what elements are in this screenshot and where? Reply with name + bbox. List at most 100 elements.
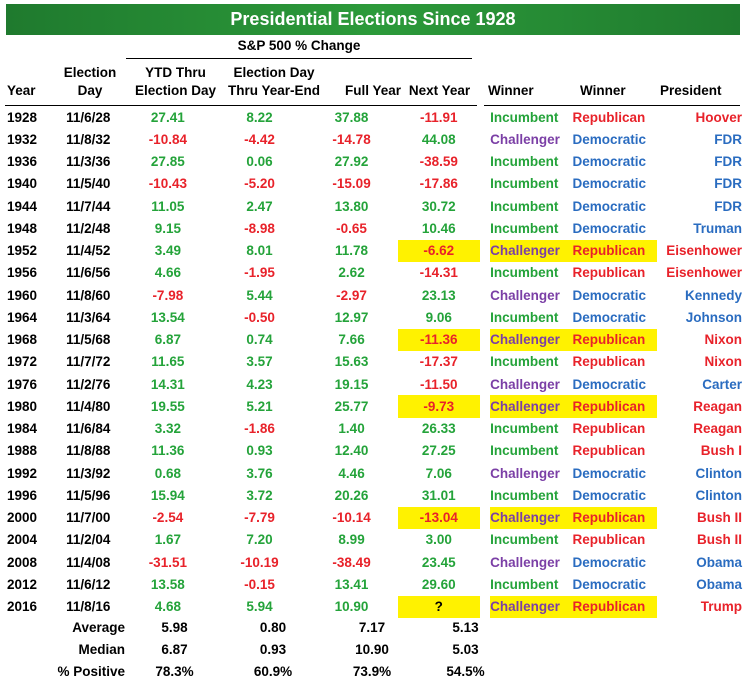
president-cell: Eisenhower	[666, 265, 742, 281]
table-row: 1964 11/3/64 13.54 -0.50 12.97 9.06 Incumbent D…	[5, 306, 744, 328]
next-year-cell: 7.06	[425, 465, 452, 481]
election-to-year-end-cell: -7.79	[244, 510, 275, 526]
table-row: 2004 11/2/04 1.67 7.20 8.99 3.00 Incumbent Repu…	[5, 529, 744, 551]
president-cell: Bush II	[696, 510, 742, 526]
winner-party-cell: Republican	[572, 595, 658, 618]
gap-cell	[480, 440, 491, 462]
president-cell: Truman	[693, 220, 742, 236]
winner-type-cell: Incumbent	[490, 309, 559, 325]
next-year-cell: -6.62	[398, 239, 480, 262]
header-president: President	[660, 83, 722, 98]
gap-cell	[480, 195, 491, 217]
winner-party-cell: Democratic	[572, 154, 647, 170]
gap-cell	[480, 128, 491, 150]
winner-party-cell: Republican	[572, 506, 658, 529]
election-to-year-end-cell: 0.06	[246, 154, 273, 170]
summary-label: % Positive	[57, 663, 125, 679]
summary-ytd: 5.98	[161, 619, 188, 635]
election-day-cell: 11/8/32	[66, 131, 111, 147]
next-year-cell: -11.36	[398, 328, 480, 351]
next-year-cell: 44.08	[421, 131, 456, 147]
gap-cell	[480, 240, 491, 262]
header-year: Year	[7, 83, 36, 98]
winner-type-cell: Incumbent	[490, 532, 559, 548]
gap-cell	[480, 596, 491, 618]
gap-cell	[480, 284, 491, 306]
winner-type-cell: Incumbent	[490, 154, 559, 170]
full-year-cell: 27.92	[334, 154, 369, 170]
next-year-cell: 3.00	[425, 532, 452, 548]
full-year-cell: 10.90	[334, 599, 369, 615]
president-cell: Nixon	[704, 332, 742, 348]
full-year-cell: 11.78	[335, 243, 369, 259]
election-to-year-end-cell: 2.47	[246, 198, 273, 214]
header-full-year: Full Year	[344, 83, 402, 98]
year-cell: 1956	[7, 265, 38, 281]
summary-fy: 7.17	[358, 619, 386, 635]
table-row: 1968 11/5/68 6.87 0.74 7.66 -11.36 Challenger R…	[5, 328, 744, 351]
election-to-year-end-cell: -8.98	[244, 220, 275, 236]
winner-party-cell: Democratic	[572, 465, 647, 481]
table-row: 2008 11/4/08 -31.51 -10.19 -38.49 23.45 Challe…	[5, 551, 744, 573]
header-underline-left	[5, 105, 477, 106]
winner-party-cell: Democratic	[572, 376, 647, 392]
election-day-cell: 11/3/92	[66, 465, 111, 481]
summary-ny: 5.03	[452, 641, 479, 657]
election-to-year-end-cell: -0.50	[244, 309, 275, 325]
winner-type-cell: Challenger	[490, 376, 560, 392]
next-year-cell: 30.72	[421, 198, 456, 214]
election-to-year-end-cell: 3.76	[246, 465, 273, 481]
header-election-day-line1: Election	[63, 65, 117, 80]
winner-type-cell: Challenger	[490, 328, 573, 351]
election-day-cell: 11/3/64	[66, 309, 111, 325]
table-row: 1940 11/5/40 -10.43 -5.20 -15.09 -17.86 Incumb…	[5, 173, 744, 195]
header-underline-right	[484, 105, 740, 106]
ytd-cell: -7.98	[152, 287, 184, 303]
ytd-cell: 0.68	[154, 465, 181, 481]
full-year-cell: 25.77	[334, 398, 369, 414]
full-year-cell: -15.09	[332, 176, 371, 192]
winner-type-cell: Incumbent	[490, 220, 559, 236]
winner-party-cell: Democratic	[572, 576, 647, 592]
election-to-year-end-cell: -5.20	[244, 176, 275, 192]
election-day-cell: 11/3/36	[66, 154, 111, 170]
next-year-cell: -17.86	[419, 176, 458, 192]
gap-cell	[480, 262, 491, 284]
president-cell: Clinton	[695, 487, 743, 503]
election-day-cell: 11/2/76	[66, 376, 111, 392]
table-row: 2016 11/8/16 4.68 5.94 10.90? Challenger Repub…	[5, 595, 744, 618]
gap-cell	[480, 507, 491, 529]
next-year-cell: 10.46	[421, 220, 456, 236]
header-ed-line2: Thru Year-End	[227, 83, 321, 98]
president-cell: Obama	[696, 554, 742, 570]
gap-cell	[480, 351, 491, 373]
full-year-cell: 4.46	[338, 465, 365, 481]
winner-party-cell: Democratic	[572, 198, 647, 214]
winner-type-cell: Incumbent	[490, 198, 559, 214]
election-to-year-end-cell: -4.42	[244, 131, 275, 147]
ytd-cell: 27.41	[150, 109, 185, 125]
ytd-cell: 13.54	[150, 309, 185, 325]
summary-row: Average 5.98 0.80 7.17 5.13	[5, 616, 509, 638]
year-cell: 2004	[7, 532, 38, 548]
ytd-cell: -10.43	[148, 176, 187, 192]
year-cell: 1936	[7, 154, 38, 170]
full-year-cell: 12.97	[334, 309, 369, 325]
full-year-cell: -10.14	[332, 510, 371, 526]
election-day-cell: 11/7/00	[66, 510, 111, 526]
election-day-cell: 11/8/16	[66, 599, 111, 615]
year-cell: 2000	[7, 510, 38, 526]
header-ed-line1: Election Day	[233, 65, 315, 80]
header-election-day-line2: Day	[77, 83, 103, 98]
table-row: 1984 11/6/84 3.32 -1.86 1.40 26.33 Incumbent Re…	[5, 418, 744, 440]
header-election-to-year-end: Election Day Thru Year-End	[218, 64, 330, 100]
winner-type-cell: Challenger	[490, 554, 560, 570]
winner-party-cell: Republican	[572, 239, 658, 262]
gap-cell	[480, 484, 491, 506]
year-cell: 1988	[7, 443, 38, 459]
year-cell: 1972	[7, 354, 38, 370]
summary-ed: 0.80	[259, 619, 287, 635]
winner-party-cell: Republican	[572, 443, 646, 459]
ytd-cell: 3.32	[154, 421, 181, 437]
president-cell: Trump	[700, 599, 742, 615]
